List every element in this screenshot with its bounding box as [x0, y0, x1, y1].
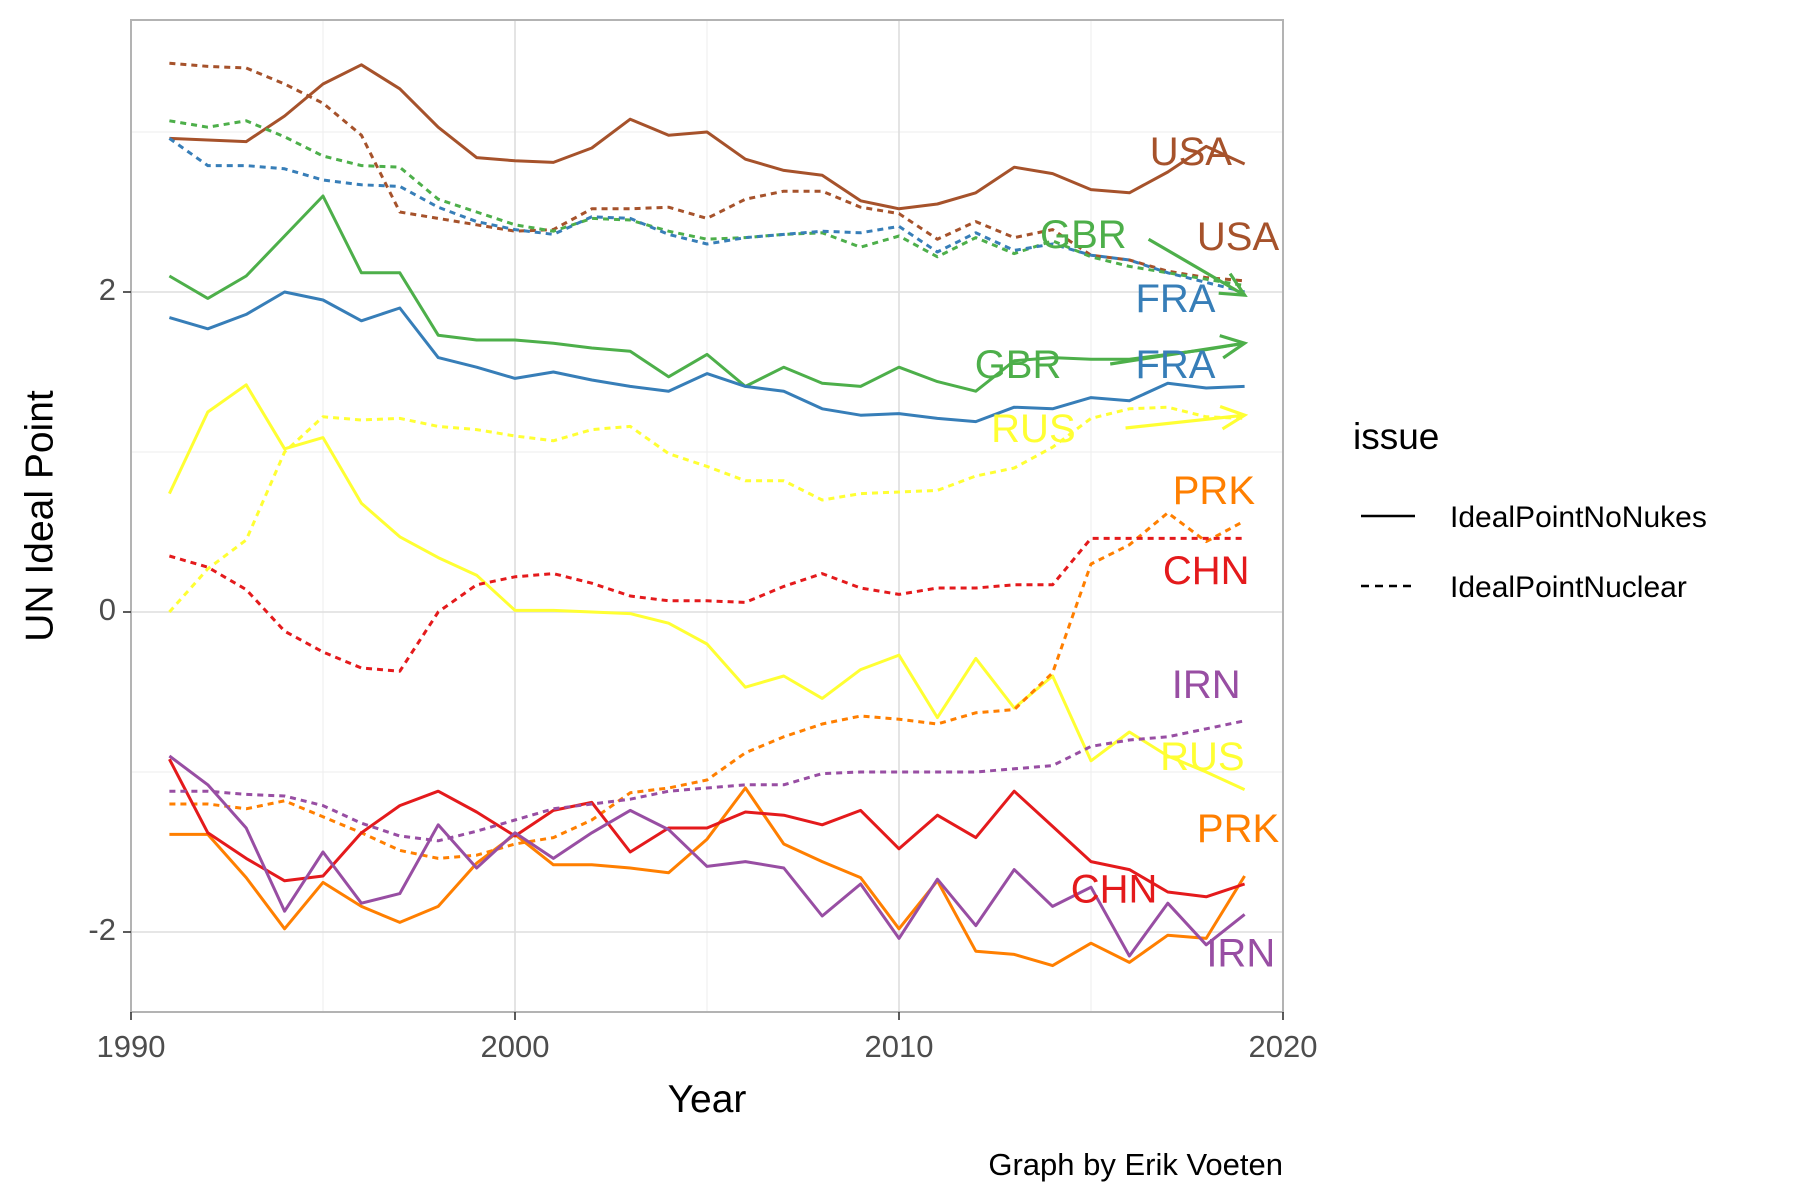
country-label-rus: RUS — [991, 407, 1075, 451]
series-line-rus-nonukes — [168, 383, 1246, 791]
series-line-gbr-nuclear — [169, 119, 1245, 288]
country-label-chn: CHN — [1163, 549, 1250, 593]
series-line-prk-nuclear — [169, 511, 1246, 860]
country-label-gbr: GBR — [975, 343, 1062, 387]
country-label-usa: USA — [1197, 215, 1280, 259]
country-label-usa: USA — [1150, 130, 1233, 174]
label-arrow — [1125, 404, 1249, 431]
arrow-head — [1218, 272, 1248, 298]
series-line-chn-nonukes — [168, 758, 1246, 899]
series-line-rus-nuclear — [168, 405, 1245, 613]
country-label-gbr: GBR — [1040, 213, 1127, 257]
y-tick-label: 2 — [99, 272, 116, 307]
arrow-shaft — [1147, 237, 1246, 297]
y-axis-title: UN Ideal Point — [18, 390, 61, 642]
arrow-group — [1109, 237, 1249, 431]
series-line-usa-nonukes — [169, 63, 1246, 211]
y-tick-label: -2 — [88, 912, 116, 947]
series-line-irn-nonukes — [168, 754, 1246, 958]
country-label-fra: FRA — [1135, 277, 1215, 321]
series-line-gbr-nonukes — [168, 194, 1245, 393]
arrow-head — [1219, 334, 1249, 360]
legend-title: issue — [1353, 416, 1439, 457]
series-line-fra-nonukes — [168, 290, 1245, 424]
country-label-prk: PRK — [1173, 469, 1256, 513]
arrow-shaft — [1125, 413, 1245, 430]
series-line-fra-nuclear — [168, 137, 1245, 294]
arrow-head — [1219, 404, 1249, 431]
x-tick-label: 2010 — [865, 1029, 934, 1064]
legend: issue IdealPointNoNukes IdealPointNuclea… — [1353, 416, 1707, 604]
arrow-shaft — [1109, 341, 1245, 366]
legend-label-nuclear: IdealPointNuclear — [1450, 571, 1687, 604]
series-line-chn-nuclear — [168, 536, 1245, 673]
caption: Graph by Erik Voeten — [988, 1147, 1283, 1182]
label-arrow — [1147, 237, 1248, 298]
label-arrow — [1109, 334, 1249, 366]
country-label-fra: FRA — [1135, 343, 1215, 387]
legend-label-nonukes: IdealPointNoNukes — [1450, 501, 1707, 534]
series-group — [168, 61, 1246, 968]
country-label-rus: RUS — [1160, 735, 1244, 779]
series-line-irn-nuclear — [169, 719, 1245, 843]
country-label-prk: PRK — [1197, 807, 1280, 851]
x-tick-label: 2020 — [1249, 1029, 1318, 1064]
country-label-chn: CHN — [1071, 868, 1158, 912]
panel-border — [130, 19, 1284, 1013]
x-axis-title: Year — [668, 1078, 747, 1121]
country-label-irn: IRN — [1206, 932, 1275, 976]
series-line-prk-nonukes — [169, 786, 1246, 968]
x-tick-label: 2000 — [481, 1029, 550, 1064]
tick-group: 1990 2000 2010 2020 -2 0 2 — [88, 272, 1317, 1064]
annotation-group: USAUSAGBRGBRFRAFRARUSRUSPRKPRKCHNCHNIRNI… — [975, 130, 1280, 976]
country-label-irn: IRN — [1172, 663, 1241, 707]
x-tick-label: 1990 — [97, 1029, 166, 1064]
y-tick-label: 0 — [99, 592, 116, 627]
